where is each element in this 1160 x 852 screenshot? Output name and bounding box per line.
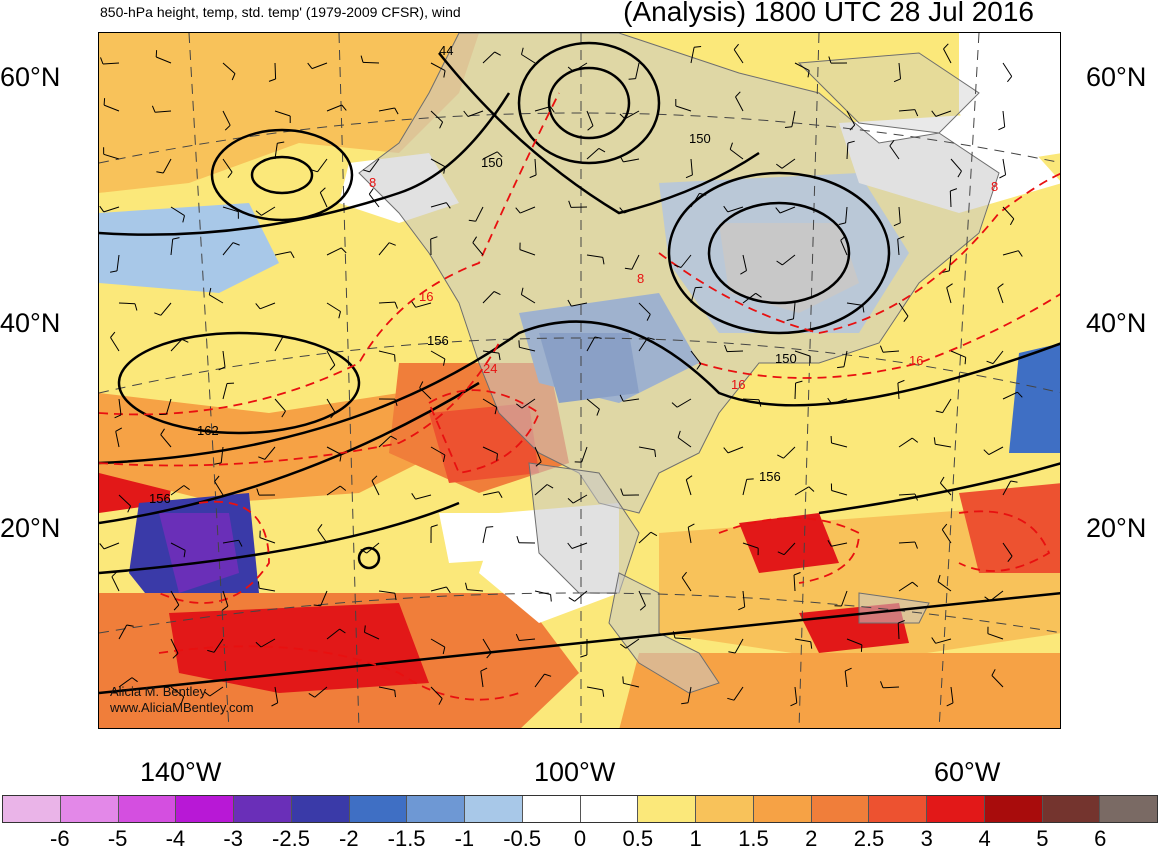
temp-label: 16 <box>419 289 433 304</box>
wind-barb-flag <box>519 340 520 347</box>
color-bar-swatch <box>869 796 927 822</box>
height-label: 156 <box>149 491 171 506</box>
color-bar-tick-label: -1.5 <box>388 826 426 852</box>
lat-label-left: 40°N <box>0 308 60 339</box>
color-bar-swatch <box>176 796 234 822</box>
color-bar-swatch <box>119 796 177 822</box>
temp-label: 16 <box>909 353 923 368</box>
color-bar-swatch <box>696 796 754 822</box>
credit-name: Alicia M. Bentley <box>110 684 206 699</box>
color-bar-swatch <box>812 796 870 822</box>
color-bar-swatch <box>61 796 119 822</box>
color-bar-tick-label: -2 <box>339 826 359 852</box>
wind-barb-flag <box>965 357 966 364</box>
wind-barb-flag <box>861 645 862 652</box>
temp-label: 24 <box>483 361 497 376</box>
height-label: 156 <box>759 469 781 484</box>
color-bar-tick-label: -4 <box>166 826 186 852</box>
color-bar-tick-label: 1 <box>689 826 701 852</box>
temp-label: 8 <box>369 175 376 190</box>
wind-barb <box>275 63 276 79</box>
wind-barb-flag <box>629 79 636 80</box>
color-bar-swatch <box>350 796 408 822</box>
color-bar-tick-label: 0 <box>574 826 586 852</box>
wind-barb <box>727 351 743 352</box>
color-bar-swatch <box>465 796 523 822</box>
temp-label: 8 <box>637 271 644 286</box>
lon-label: 60°W <box>934 757 1000 788</box>
color-bar-swatch <box>292 796 350 822</box>
lat-label-right: 60°N <box>1086 62 1146 93</box>
wind-barb-flag <box>395 355 396 362</box>
wind-barb-flag <box>314 605 321 606</box>
weather-map: 44 150 150 150 156 156 156 162 8 8 8 16 … <box>98 32 1061 729</box>
wind-barb <box>795 383 796 399</box>
wind-barb-flag <box>551 595 552 602</box>
wind-barb <box>950 191 951 207</box>
wind-barb <box>363 62 379 63</box>
lat-label-right: 20°N <box>1086 513 1146 544</box>
color-bar-swatch <box>927 796 985 822</box>
color-bar-tick-label: 0.5 <box>623 826 654 852</box>
color-bar-tick-label: 2.5 <box>854 826 885 852</box>
color-bar-swatch <box>638 796 696 822</box>
height-label: 162 <box>197 423 219 438</box>
color-bar-swatch <box>1043 796 1101 822</box>
analysis-time-title: (Analysis) 1800 UTC 28 Jul 2016 <box>623 0 1034 28</box>
color-bar-tick-label: -6 <box>50 826 70 852</box>
height-label: 150 <box>481 155 503 170</box>
color-bar-swatch <box>407 796 465 822</box>
wind-barb-flag <box>623 676 624 683</box>
lat-label-left: 60°N <box>0 62 60 93</box>
color-bar-tick-label: 6 <box>1094 826 1106 852</box>
height-label: 156 <box>427 333 449 348</box>
temp-label: 16 <box>731 377 745 392</box>
color-bar-swatch <box>754 796 812 822</box>
color-bar <box>2 795 1158 823</box>
color-bar-tick-label: 2 <box>805 826 817 852</box>
lat-label-right: 40°N <box>1086 308 1146 339</box>
color-bar-swatch <box>234 796 292 822</box>
lon-label: 140°W <box>140 757 221 788</box>
lon-label: 100°W <box>534 757 615 788</box>
color-bar-tick-label: -1 <box>455 826 475 852</box>
height-label: 150 <box>775 351 797 366</box>
wind-barb-flag <box>104 98 105 105</box>
height-label: 44 <box>439 43 453 58</box>
color-bar-swatch <box>1100 796 1157 822</box>
chart-subtitle: 850-hPa height, temp, std. temp' (1979-2… <box>100 4 461 20</box>
color-bar-swatch <box>523 796 581 822</box>
color-bar-tick-label: 1.5 <box>738 826 769 852</box>
wind-barb-flag <box>747 479 754 480</box>
color-bar-tick-label: -5 <box>108 826 128 852</box>
color-bar-tick-label: 5 <box>1036 826 1048 852</box>
color-bar-swatch <box>985 796 1043 822</box>
credit-url: www.AliciaMBentley.com <box>110 700 254 715</box>
lat-label-left: 20°N <box>0 513 60 544</box>
wind-barb <box>119 303 135 304</box>
color-bar-tick-label: 3 <box>921 826 933 852</box>
color-bar-swatch <box>3 796 61 822</box>
wind-barb-flag <box>486 527 493 528</box>
color-bar-tick-label: -0.5 <box>503 826 541 852</box>
temp-label: 8 <box>991 179 998 194</box>
color-bar-tick-label: -2.5 <box>272 826 310 852</box>
color-bar-tick-label: -3 <box>223 826 243 852</box>
height-label: 150 <box>689 131 711 146</box>
color-bar-swatch <box>581 796 639 822</box>
color-bar-tick-label: 4 <box>978 826 990 852</box>
